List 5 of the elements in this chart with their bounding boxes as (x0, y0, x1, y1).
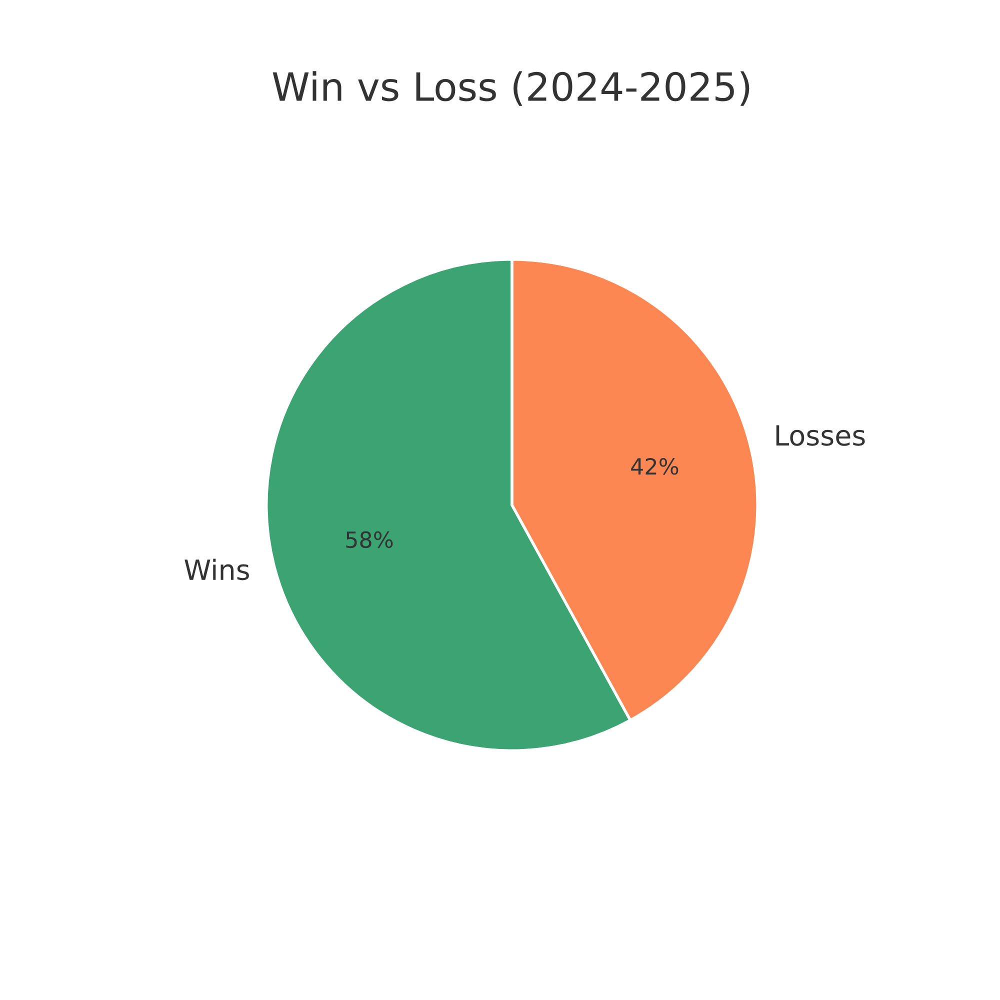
chart-title: Win vs Loss (2024-2025) (272, 71, 750, 106)
data-label: 42% (631, 458, 678, 475)
data-label: 58% (346, 531, 393, 548)
slice-label: Wins (184, 558, 249, 580)
slice-label: Losses (776, 425, 865, 446)
